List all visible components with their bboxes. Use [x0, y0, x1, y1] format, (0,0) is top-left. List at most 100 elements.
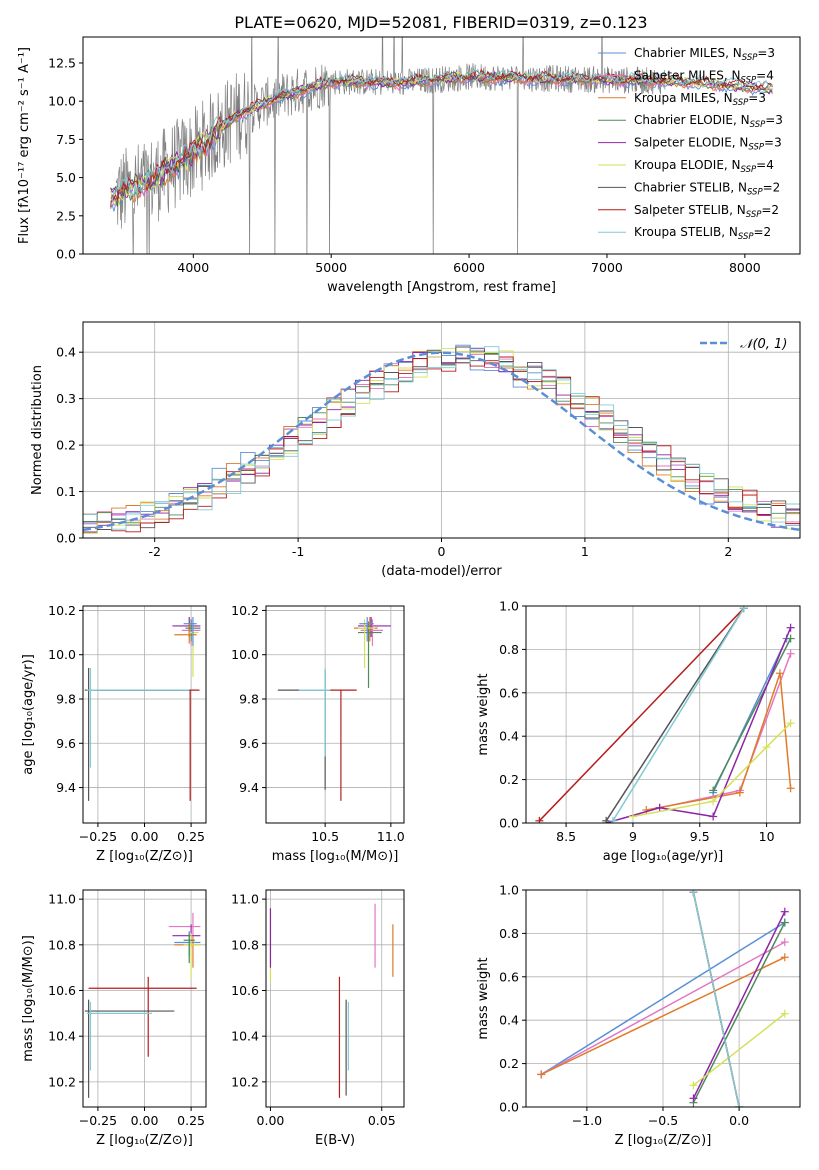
legend-entry: Kroupa MILES, NSSP=3: [634, 91, 766, 108]
x-tick-label: 0.25: [177, 829, 205, 844]
y-tick-label: 10.2: [48, 603, 76, 618]
y-tick-label: 10.8: [48, 937, 76, 952]
legend-tail: =3: [764, 136, 782, 150]
y-tick-label: 10.8: [231, 937, 259, 952]
x-axis-label: (data-model)/error: [381, 564, 502, 579]
x-axis-label: Z [log₁₀(Z/Z⊙)]: [96, 849, 193, 864]
legend-text: Kroupa ELODIE, N: [634, 158, 741, 172]
x-tick-label: 10.5: [311, 829, 339, 844]
weight-line-4: [712, 638, 792, 791]
y-tick-label: 10.4: [231, 1029, 259, 1044]
y-tick-label: 9.4: [56, 780, 76, 795]
y-tick-label: 0.4: [499, 729, 519, 744]
weight-line-3: [540, 956, 786, 1076]
legend-entry: Salpeter MILES, NSSP=4: [634, 68, 774, 85]
y-tick-label: 0.2: [499, 772, 519, 787]
y-tick-label: 0.0: [499, 1100, 519, 1115]
x-tick-label: 6000: [453, 260, 485, 275]
histogram-step-9: [83, 346, 800, 530]
weight-line-9: [692, 892, 740, 1107]
legend-text: Chabrier ELODIE, N: [634, 113, 750, 127]
y-tick-label: 0.0: [56, 247, 76, 262]
y-tick-label: 12.5: [48, 55, 76, 70]
y-axis-label: mass weight: [476, 673, 491, 755]
weight-line-5: [692, 911, 786, 1099]
weight-line-7: [605, 607, 745, 822]
x-tick-label: 10: [759, 829, 775, 844]
x-tick-label: -1: [292, 544, 304, 559]
legend-entry: Chabrier MILES, NSSP=3: [634, 46, 775, 63]
histogram-step-7: [83, 346, 800, 530]
y-axis-label: Normed distribution: [30, 365, 45, 495]
weight-line-3: [646, 673, 792, 811]
weight-line-6: [692, 1013, 786, 1086]
x-tick-label: −0.25: [79, 829, 117, 844]
y-tick-label: 9.4: [239, 780, 259, 795]
x-tick-label: -2: [148, 544, 160, 559]
x-tick-label: 0.0: [729, 1113, 749, 1128]
weight-line-1: [540, 921, 786, 1076]
axes-frame: −0.25 0.00 0.25 9.4 9.6 9.8 10.0 10.2 Z [log₁₀(Z…: [21, 603, 207, 864]
y-tick-label: 11.0: [231, 892, 259, 907]
x-axis-label: age [log₁₀(age/yr)]: [603, 849, 724, 864]
y-tick-label: 5.0: [56, 170, 76, 185]
legend-text: Salpeter ELODIE, N: [634, 136, 748, 150]
y-tick-label: 2.5: [56, 208, 76, 223]
y-tick-label: 0.6: [499, 969, 519, 984]
axes-border: [82, 36, 801, 255]
x-tick-label: 8000: [729, 260, 761, 275]
weight-line-8: [538, 607, 745, 822]
legend-text: Chabrier MILES, N: [634, 46, 742, 60]
legend-text: Salpeter STELIB, N: [634, 203, 746, 217]
x-tick-label: −1.0: [572, 1113, 602, 1128]
axes-frame: 10.5 11.0 9.4 9.6 9.8 10.0 10.2 mass [log₁₀(M/M…: [231, 603, 405, 864]
y-tick-label: 10.2: [48, 1074, 76, 1089]
panel-4: 10.5 11.0 9.4 9.6 9.8 10.0 10.2 mass [log₁₀(M/M…: [231, 603, 405, 864]
legend-tail: =3: [757, 46, 775, 60]
legend-subscript: SSP: [747, 187, 763, 197]
legend-subscript: SSP: [741, 75, 757, 85]
legend-subscript: SSP: [746, 210, 762, 220]
y-tick-label: 0.4: [499, 1013, 519, 1028]
gaussian-curve: [83, 351, 800, 532]
legend-tail: =3: [748, 91, 766, 105]
y-tick-label: 1.0: [499, 883, 519, 898]
panel-8: −1.0 −0.5 0.0 0.0 0.2 0.4 0.6 0.8 1.0 Z [log₁₀(Z/…: [476, 883, 801, 1148]
panel-1: 4000 5000 6000 7000 8000 0.0 2.5 5.0 7.5 10.0 12.5…: [17, 36, 801, 295]
axes-frame: −1.0 −0.5 0.0 0.0 0.2 0.4 0.6 0.8 1.0 Z [log₁₀(Z/…: [476, 883, 801, 1148]
x-tick-label: 0.00: [131, 829, 159, 844]
legend-text: Chabrier STELIB, N: [634, 180, 747, 194]
panel-7: 0.00 0.05 10.2 10.4 10.6 10.8 11.0 E(B-V): [231, 889, 405, 1148]
y-tick-label: 10.2: [231, 1074, 259, 1089]
y-tick-label: 9.8: [56, 692, 76, 707]
legend-subscript: SSP: [742, 53, 758, 63]
x-tick-label: −0.5: [648, 1113, 678, 1128]
legend-tail: =4: [756, 68, 774, 82]
panel-6: −0.25 0.00 0.25 10.2 10.4 10.6 10.8 11.0 Z [log₁…: [21, 889, 207, 1148]
weight-line-9: [612, 607, 745, 822]
y-tick-label: 10.2: [231, 603, 259, 618]
plot-area: [277, 617, 391, 801]
x-tick-label: 2: [724, 544, 732, 559]
y-tick-label: 0.4: [56, 345, 76, 360]
legend-subscript: SSP: [750, 120, 766, 130]
legend-tail: =2: [761, 203, 779, 217]
y-tick-label: 10.6: [231, 983, 259, 998]
x-axis-label: wavelength [Angstrom, rest frame]: [327, 280, 556, 295]
y-tick-label: 0.0: [56, 531, 76, 546]
legend-subscript: SSP: [741, 165, 757, 175]
axes-border: [525, 605, 801, 824]
model-spectrum-9: [110, 67, 773, 203]
legend-entry: 𝒩(0, 1): [740, 337, 787, 352]
weight-line-2: [540, 941, 786, 1076]
x-tick-label: 7000: [591, 260, 623, 275]
x-tick-label: 0.25: [177, 1113, 205, 1128]
histogram-step-8: [83, 356, 800, 533]
plot-area: [83, 344, 800, 534]
y-tick-label: 10.0: [48, 94, 76, 109]
legend-tail: =3: [765, 113, 783, 127]
axes-frame: 8.5 9 9.5 10 0.0 0.2 0.4 0.6 0.8 1.0 age [log₁₀(ag…: [476, 599, 801, 864]
legend-text: Kroupa MILES, N: [634, 91, 733, 105]
y-tick-label: 0.3: [56, 391, 76, 406]
